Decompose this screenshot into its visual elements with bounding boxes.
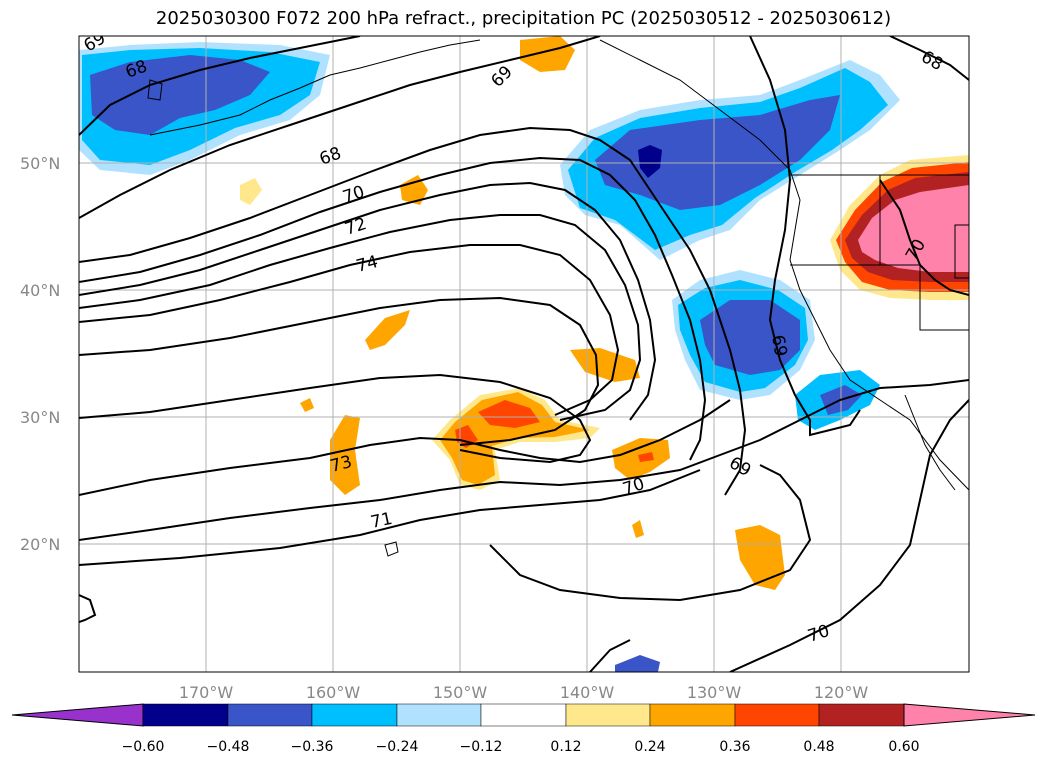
latitude-labels: 50°N 40°N 30°N 20°N <box>20 154 60 554</box>
colorbar-segment <box>142 703 229 727</box>
colorbar-tick-label: 0.24 <box>634 739 665 755</box>
colorbar-tick-label: 0.36 <box>719 739 750 755</box>
colorbar-segment <box>565 703 651 727</box>
colorbar-tick-label: 0.12 <box>550 739 581 755</box>
map-frame <box>78 35 970 673</box>
negative-anomaly-fill <box>79 42 900 672</box>
map-title: 2025030300 F072 200 hPa refract., precip… <box>155 8 892 29</box>
colorbar-tick-label: −0.12 <box>460 739 503 755</box>
lon-label: 140°W <box>560 683 615 702</box>
colorbar-segment <box>818 703 905 727</box>
contour-label: 69 <box>767 333 790 358</box>
map-area: 69 68 68 69 70 72 74 68 70 69 73 71 70 6… <box>79 36 969 672</box>
colorbar-extend-right <box>903 703 1036 727</box>
lat-label: 40°N <box>20 281 60 300</box>
colorbar: −0.60 −0.48 −0.36 −0.24 −0.12 0.12 0.24 … <box>11 703 1036 755</box>
lon-label: 170°W <box>179 683 234 702</box>
contour-label: 71 <box>369 509 394 533</box>
colorbar-tick-label: −0.36 <box>291 739 334 755</box>
colorbar-tick-label: 0.48 <box>803 739 834 755</box>
refractivity-contours <box>79 36 969 672</box>
colorbar-tick-label: −0.48 <box>207 739 250 755</box>
graticule <box>79 36 969 672</box>
lat-label: 50°N <box>20 154 60 173</box>
lon-label: 130°W <box>687 683 742 702</box>
colorbar-segment <box>311 703 398 727</box>
colorbar-extend-left <box>11 703 144 727</box>
colorbar-tick-label: −0.60 <box>122 739 165 755</box>
colorbar-tick-label: −0.24 <box>376 739 419 755</box>
colorbar-segment <box>480 703 567 727</box>
lat-label: 20°N <box>20 535 60 554</box>
colorbar-segment <box>227 703 313 727</box>
lon-label: 150°W <box>433 683 488 702</box>
lon-label: 120°W <box>814 683 869 702</box>
lat-label: 30°N <box>20 408 60 427</box>
colorbar-segment <box>396 703 482 727</box>
colorbar-tick-label: 0.60 <box>888 739 919 755</box>
colorbar-segment <box>649 703 736 727</box>
coastlines <box>147 39 969 557</box>
lon-label: 160°W <box>306 683 361 702</box>
positive-anomaly-fill <box>240 36 969 590</box>
colorbar-segment <box>734 703 820 727</box>
longitude-labels: 170°W 160°W 150°W 140°W 130°W 120°W <box>179 683 869 702</box>
